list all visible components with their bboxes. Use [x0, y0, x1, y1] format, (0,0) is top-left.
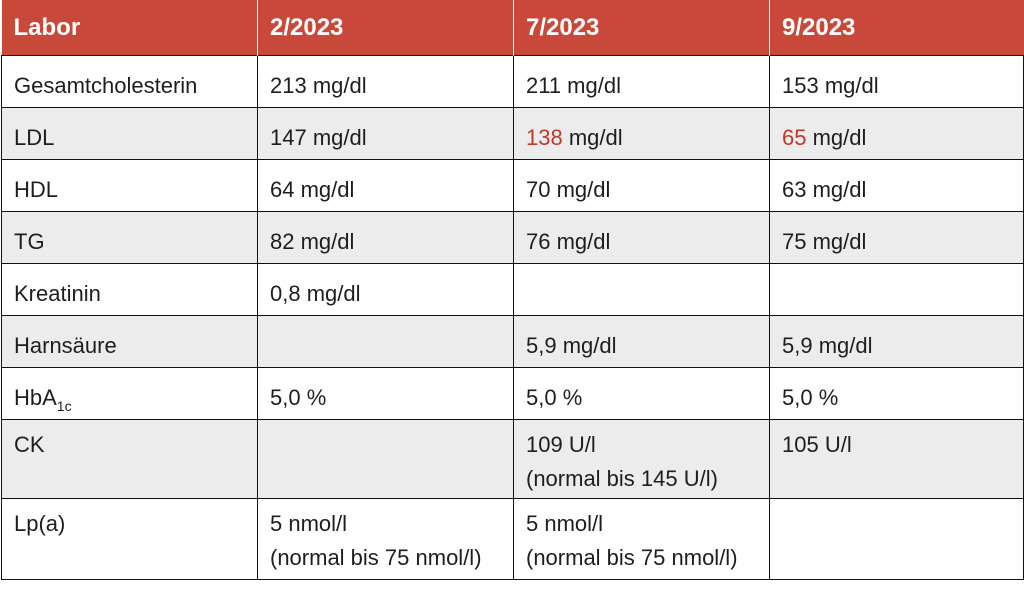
value-cell	[513, 263, 770, 316]
value-cell: 5,0 %	[513, 367, 770, 420]
label-cell: Gesamtcholesterin	[1, 55, 258, 108]
value-cell: 153 mg/dl	[769, 55, 1024, 108]
reference-line: (normal bis 75 nmol/l)	[270, 545, 482, 570]
row-harnsaeure: Harnsäure 5,9 mg/dl 5,9 mg/dl	[1, 315, 1024, 368]
row-hba1c: HbA1c 5,0 % 5,0 % 5,0 %	[1, 367, 1024, 420]
row-ck: CK 109 U/l (normal bis 145 U/l) 105 U/l	[1, 419, 1024, 499]
value-cell: 82 mg/dl	[257, 211, 514, 264]
row-lpa: Lp(a) 5 nmol/l (normal bis 75 nmol/l) 5 …	[1, 498, 1024, 580]
label-cell: TG	[1, 211, 258, 264]
value-line: 5 nmol/l	[270, 511, 348, 536]
reference-line: (normal bis 145 U/l)	[526, 466, 718, 491]
header-date-3: 9/2023	[769, 0, 1024, 56]
label-cell: Harnsäure	[1, 315, 258, 368]
header-row: Labor 2/2023 7/2023 9/2023	[1, 0, 1024, 56]
value-cell: 5 nmol/l (normal bis 75 nmol/l)	[513, 498, 770, 580]
label-cell: LDL	[1, 107, 258, 160]
label-cell: HDL	[1, 159, 258, 212]
label-cell: Kreatinin	[1, 263, 258, 316]
label-cell: CK	[1, 419, 258, 499]
row-tg: TG 82 mg/dl 76 mg/dl 75 mg/dl	[1, 211, 1024, 264]
label-cell: HbA1c	[1, 367, 258, 420]
header-labor: Labor	[1, 0, 258, 56]
row-ldl: LDL 147 mg/dl 138 mg/dl 65 mg/dl	[1, 107, 1024, 160]
header-date-1: 2/2023	[257, 0, 514, 56]
value-cell: 213 mg/dl	[257, 55, 514, 108]
value-cell: 5,9 mg/dl	[513, 315, 770, 368]
label-cell: Lp(a)	[1, 498, 258, 580]
label-main: HbA	[14, 385, 57, 410]
value-cell: 105 U/l	[769, 419, 1024, 499]
value-cell: 70 mg/dl	[513, 159, 770, 212]
value-cell: 211 mg/dl	[513, 55, 770, 108]
row-hdl: HDL 64 mg/dl 70 mg/dl 63 mg/dl	[1, 159, 1024, 212]
value-cell: 63 mg/dl	[769, 159, 1024, 212]
value-cell: 138 mg/dl	[513, 107, 770, 160]
value-cell: 0,8 mg/dl	[257, 263, 514, 316]
value-cell	[769, 263, 1024, 316]
value-cell: 109 U/l (normal bis 145 U/l)	[513, 419, 770, 499]
value-line: 5 nmol/l	[526, 511, 604, 536]
value-cell	[769, 498, 1024, 580]
value-cell: 147 mg/dl	[257, 107, 514, 160]
value-cell: 5 nmol/l (normal bis 75 nmol/l)	[257, 498, 514, 580]
value-unit: mg/dl	[562, 125, 623, 150]
value-cell: 5,9 mg/dl	[769, 315, 1024, 368]
value-cell: 75 mg/dl	[769, 211, 1024, 264]
value-cell: 64 mg/dl	[257, 159, 514, 212]
value-cell: 65 mg/dl	[769, 107, 1024, 160]
value-unit: mg/dl	[806, 125, 867, 150]
highlighted-value: 65	[782, 125, 807, 150]
value-cell: 76 mg/dl	[513, 211, 770, 264]
row-gesamtcholesterin: Gesamtcholesterin 213 mg/dl 211 mg/dl 15…	[1, 55, 1024, 108]
lab-results-table: Labor 2/2023 7/2023 9/2023 Gesamtcholest…	[1, 0, 1024, 580]
value-cell: 5,0 %	[257, 367, 514, 420]
value-cell	[257, 315, 514, 368]
row-kreatinin: Kreatinin 0,8 mg/dl	[1, 263, 1024, 316]
value-line: 109 U/l	[526, 432, 596, 457]
reference-line: (normal bis 75 nmol/l)	[526, 545, 738, 570]
header-date-2: 7/2023	[513, 0, 770, 56]
value-cell: 5,0 %	[769, 367, 1024, 420]
label-subscript: 1c	[56, 398, 72, 414]
highlighted-value: 138	[526, 125, 563, 150]
value-cell	[257, 419, 514, 499]
